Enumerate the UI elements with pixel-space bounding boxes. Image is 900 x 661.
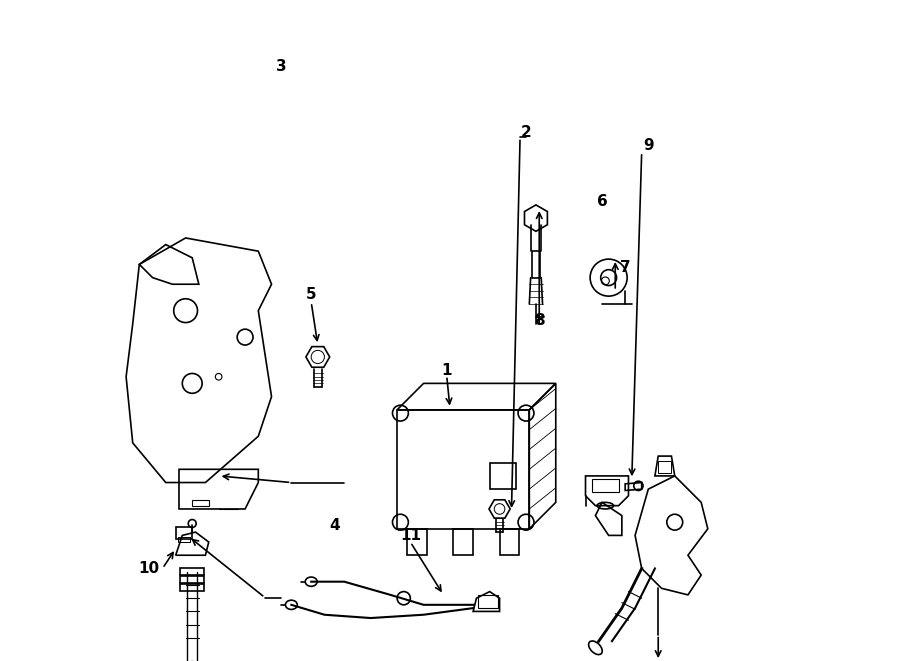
Bar	[180, 568, 204, 575]
Text: 9: 9	[643, 138, 653, 153]
Bar	[193, 500, 209, 506]
Bar	[532, 251, 540, 278]
Text: 2: 2	[520, 125, 531, 139]
Bar	[454, 529, 473, 555]
Text: 5: 5	[306, 287, 317, 301]
Bar	[177, 537, 190, 542]
Bar	[478, 595, 498, 608]
Text: 7: 7	[620, 260, 631, 275]
Text: 6: 6	[597, 194, 608, 209]
Bar	[592, 479, 618, 492]
Text: 4: 4	[329, 518, 339, 533]
Bar	[176, 527, 193, 539]
Text: 3: 3	[276, 59, 287, 73]
Text: 1: 1	[441, 363, 452, 377]
Bar	[658, 461, 671, 473]
Text: 8: 8	[534, 313, 544, 328]
Text: 11: 11	[400, 528, 421, 543]
Bar	[407, 529, 427, 555]
Text: 10: 10	[139, 561, 160, 576]
Bar	[490, 463, 516, 489]
Bar	[180, 584, 204, 591]
Bar	[180, 576, 204, 583]
Bar	[500, 529, 519, 555]
Bar	[397, 410, 529, 529]
